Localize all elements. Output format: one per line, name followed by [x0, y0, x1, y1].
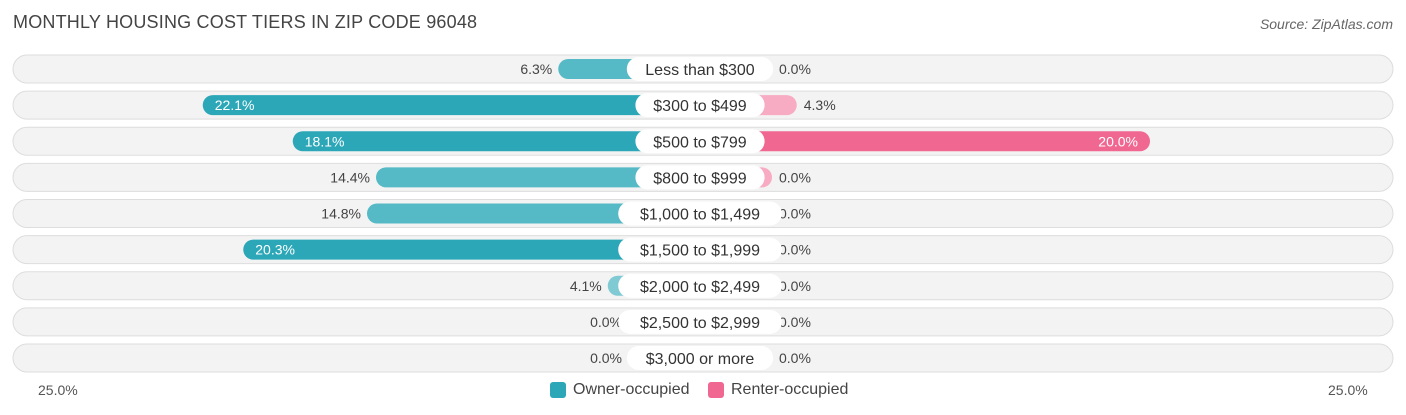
chart-source: Source: ZipAtlas.com	[1259, 16, 1393, 32]
renter-value-label: 0.0%	[779, 242, 811, 258]
chart-title: MONTHLY HOUSING COST TIERS IN ZIP CODE 9…	[13, 12, 478, 32]
renter-value-label: 0.0%	[779, 61, 811, 77]
owner-value-label: 14.8%	[321, 206, 361, 222]
category-label: $1,000 to $1,499	[640, 207, 760, 224]
category-pill	[618, 237, 782, 262]
owner-bar	[292, 131, 700, 152]
legend-renter-swatch	[708, 382, 724, 398]
category-label: $800 to $999	[653, 170, 747, 187]
renter-value-label: 0.0%	[779, 350, 811, 366]
category-label: $2,500 to $2,999	[640, 315, 760, 332]
owner-value-label: 22.1%	[215, 97, 255, 113]
category-pill	[626, 57, 774, 81]
legend-renter-label: Renter-occupied	[731, 381, 849, 398]
category-pill	[635, 129, 765, 154]
renter-value-label: 4.3%	[804, 97, 836, 113]
legend-owner-label: Owner-occupied	[573, 381, 690, 398]
renter-value-label: 20.0%	[1098, 133, 1138, 149]
owner-value-label: 18.1%	[305, 133, 345, 149]
owner-value-label: 20.3%	[255, 242, 295, 258]
category-label: $2,000 to $2,499	[640, 279, 760, 296]
axis-label-left: 25.0%	[38, 382, 78, 398]
owner-value-label: 0.0%	[590, 314, 622, 330]
owner-value-label: 0.0%	[590, 350, 622, 366]
owner-bar	[202, 95, 700, 116]
category-pill	[618, 309, 782, 334]
renter-value-label: 0.0%	[779, 206, 811, 222]
renter-value-label: 0.0%	[779, 278, 811, 294]
category-label: $1,500 to $1,999	[640, 243, 760, 260]
owner-value-label: 6.3%	[520, 61, 552, 77]
category-label: $3,000 or more	[646, 351, 755, 368]
category-pill	[635, 165, 765, 190]
legend-owner: Owner-occupied	[550, 380, 690, 400]
renter-value-label: 0.0%	[779, 169, 811, 185]
category-pill	[626, 346, 774, 370]
renter-value-label: 0.0%	[779, 314, 811, 330]
legend-owner-swatch	[550, 382, 566, 398]
category-pill	[618, 201, 782, 226]
category-pill	[618, 273, 782, 298]
owner-value-label: 14.4%	[330, 169, 370, 185]
owner-bar	[376, 167, 700, 188]
owner-bar	[243, 239, 700, 260]
renter-bar	[700, 131, 1150, 152]
axis-label-right: 25.0%	[1328, 382, 1368, 398]
legend-renter: Renter-occupied	[708, 380, 848, 400]
owner-value-label: 4.1%	[570, 278, 602, 294]
category-label: $300 to $499	[653, 98, 747, 115]
owner-bar	[367, 203, 700, 224]
category-label: Less than $300	[645, 62, 755, 79]
category-pill	[635, 93, 765, 118]
category-label: $500 to $799	[653, 134, 747, 151]
